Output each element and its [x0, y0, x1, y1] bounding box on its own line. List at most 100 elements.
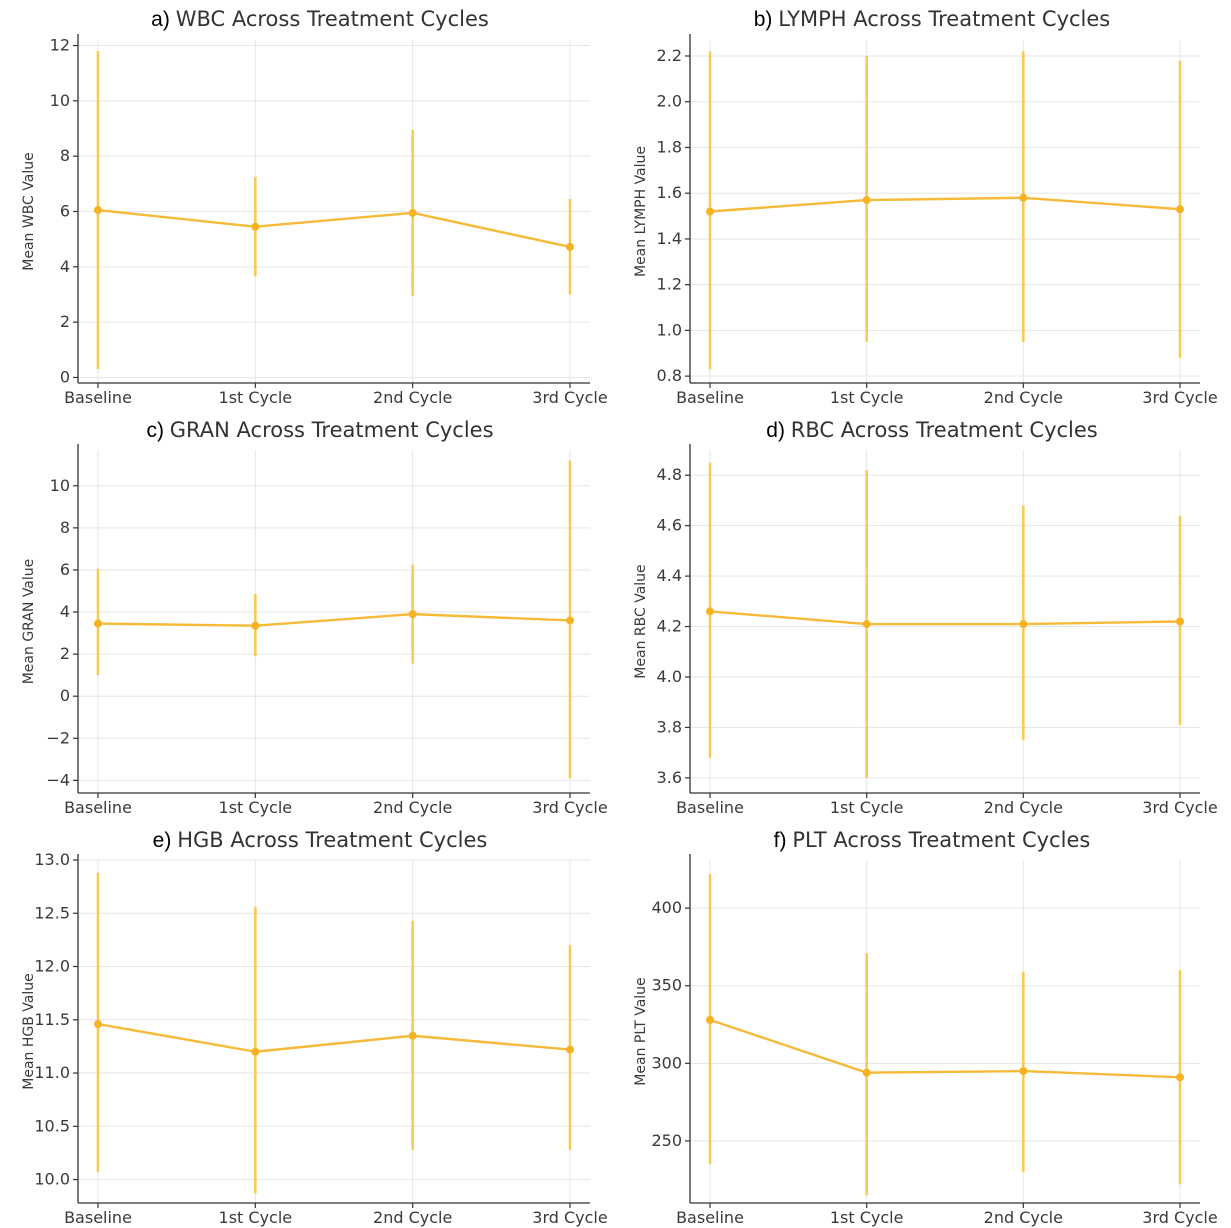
panel-letter: f) — [774, 829, 793, 852]
data-point — [706, 207, 714, 216]
y-axis-label: Mean RBC Value — [633, 564, 649, 678]
y-tick-label: 0 — [60, 686, 70, 705]
panel-letter: c) — [146, 419, 169, 442]
y-axis-label: Mean PLT Value — [633, 977, 649, 1085]
series-line — [709, 610, 1181, 626]
data-point — [862, 620, 871, 629]
x-tick-label: Baseline — [64, 388, 132, 407]
series-line — [97, 612, 571, 627]
x-tick-label: 1st Cycle — [830, 1208, 904, 1227]
data-point — [706, 607, 714, 616]
x-tick-label: Baseline — [64, 1208, 132, 1227]
series-line — [709, 1018, 1181, 1079]
chart-panel: 0 2 4 6 8 10 12 Baseline 1st Cycle 2nd Cycle 3rd C… — [21, 7, 608, 407]
y-tick-label: 12 — [50, 36, 70, 55]
chart-title-text: PLT Across Treatment Cycles — [792, 828, 1090, 852]
panel-letter: d) — [766, 419, 791, 442]
y-tick-label: 6 — [60, 202, 70, 221]
y-tick-label: 4.8 — [657, 465, 682, 484]
y-tick-label: 300 — [651, 1053, 682, 1072]
y-tick-label: −4 — [46, 770, 70, 789]
y-axis-label: Mean HGB Value — [21, 973, 37, 1089]
x-tick-label: Baseline — [676, 388, 744, 407]
chart-title: b) LYMPH Across Treatment Cycles — [754, 7, 1111, 31]
y-tick-label: 10 — [50, 91, 70, 110]
x-tick-label: Baseline — [676, 1208, 744, 1227]
y-tick-label: 3.8 — [657, 717, 682, 736]
y-tick-label: 2.0 — [657, 92, 682, 111]
data-point — [251, 1047, 260, 1056]
panel-letter: b) — [754, 8, 779, 31]
y-tick-label: 1.6 — [657, 183, 682, 202]
chart-title: e) HGB Across Treatment Cycles — [153, 828, 488, 852]
data-point — [706, 1015, 714, 1024]
y-tick-label: 250 — [651, 1131, 682, 1150]
data-point — [1019, 1067, 1028, 1076]
x-tick-label: 2nd Cycle — [373, 388, 452, 407]
y-axis-label: Mean GRAN Value — [21, 559, 37, 685]
y-tick-label: 400 — [651, 898, 682, 917]
data-point — [1176, 205, 1184, 214]
data-point — [94, 206, 102, 215]
y-tick-label: 3.6 — [657, 768, 682, 787]
chart-panel: 0.8 1.0 1.2 1.4 1.6 1.8 2.0 2.2 Baseline 1st Cycl… — [633, 7, 1218, 407]
chart-title: f) PLT Across Treatment Cycles — [774, 828, 1091, 852]
series-line — [97, 1022, 571, 1053]
panel-letter: a) — [151, 8, 176, 31]
chart-title-text: RBC Across Treatment Cycles — [791, 418, 1098, 442]
x-tick-label: 1st Cycle — [830, 798, 904, 817]
y-tick-label: 0 — [60, 367, 70, 386]
chart-title: d) RBC Across Treatment Cycles — [766, 418, 1097, 442]
x-tick-label: 2nd Cycle — [373, 1208, 452, 1227]
data-point — [1176, 617, 1184, 626]
y-tick-label: 350 — [651, 976, 682, 995]
series-line — [97, 208, 571, 249]
data-point — [862, 1068, 871, 1077]
y-tick-label: 4.4 — [657, 566, 682, 585]
x-tick-label: 1st Cycle — [219, 388, 293, 407]
y-axis-label: Mean WBC Value — [21, 152, 37, 270]
x-tick-label: 2nd Cycle — [984, 1208, 1063, 1227]
x-tick-label: 2nd Cycle — [984, 388, 1063, 407]
chart-title: c) GRAN Across Treatment Cycles — [146, 418, 493, 442]
y-tick-label: 4.2 — [657, 617, 682, 636]
y-tick-label: 4 — [60, 602, 70, 621]
chart-panel: 10.0 10.5 11.0 11.5 12.0 12.5 13.0 Baseline 1st … — [21, 828, 608, 1227]
series-line — [709, 196, 1181, 213]
data-point — [408, 610, 417, 619]
y-tick-label: 10.5 — [34, 1116, 70, 1135]
y-tick-label: 1.2 — [657, 275, 682, 294]
y-tick-label: 12.5 — [34, 903, 70, 922]
y-tick-label: 1.4 — [657, 229, 682, 248]
y-tick-label: 11.5 — [34, 1010, 70, 1029]
chart-title-text: GRAN Across Treatment Cycles — [170, 418, 494, 442]
x-tick-label: Baseline — [676, 798, 744, 817]
chart-title-text: LYMPH Across Treatment Cycles — [778, 7, 1110, 31]
data-point — [408, 1031, 417, 1040]
y-tick-label: 11.0 — [34, 1063, 70, 1082]
x-tick-label: 3rd Cycle — [1142, 1208, 1217, 1227]
chart-title-text: WBC Across Treatment Cycles — [176, 7, 489, 31]
x-tick-label: 2nd Cycle — [984, 798, 1063, 817]
y-axis-label: Mean LYMPH Value — [633, 146, 649, 277]
chart-title: a) WBC Across Treatment Cycles — [151, 7, 489, 31]
data-point — [566, 1045, 574, 1054]
x-tick-label: 3rd Cycle — [1142, 388, 1217, 407]
y-tick-label: 12.0 — [34, 957, 70, 976]
x-tick-label: 1st Cycle — [830, 388, 904, 407]
panel-letter: e) — [153, 829, 178, 852]
x-tick-label: 1st Cycle — [219, 798, 293, 817]
y-tick-label: 1.0 — [657, 320, 682, 339]
y-tick-label: 13.0 — [34, 850, 70, 869]
y-tick-label: 8 — [60, 146, 70, 165]
y-tick-label: 1.8 — [657, 137, 682, 156]
x-tick-label: 3rd Cycle — [532, 388, 607, 407]
data-point — [251, 621, 260, 630]
data-point — [94, 619, 102, 628]
chart-panel: 250 300 350 400 Baseline 1st Cycle 2nd Cycle 3r… — [633, 828, 1218, 1227]
x-tick-label: 3rd Cycle — [532, 1208, 607, 1227]
data-point — [1176, 1073, 1184, 1082]
data-point — [566, 616, 574, 625]
y-tick-label: 6 — [60, 560, 70, 579]
